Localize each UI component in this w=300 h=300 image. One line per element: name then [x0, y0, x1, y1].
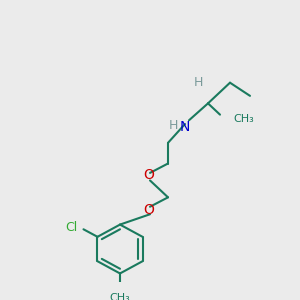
Text: CH₃: CH₃: [233, 114, 254, 124]
Text: H: H: [193, 76, 203, 89]
Text: CH₃: CH₃: [110, 293, 130, 300]
Text: O: O: [144, 168, 154, 182]
Text: O: O: [144, 202, 154, 217]
Text: H: H: [168, 119, 178, 132]
Text: Cl: Cl: [65, 221, 77, 234]
Text: N: N: [180, 120, 190, 134]
